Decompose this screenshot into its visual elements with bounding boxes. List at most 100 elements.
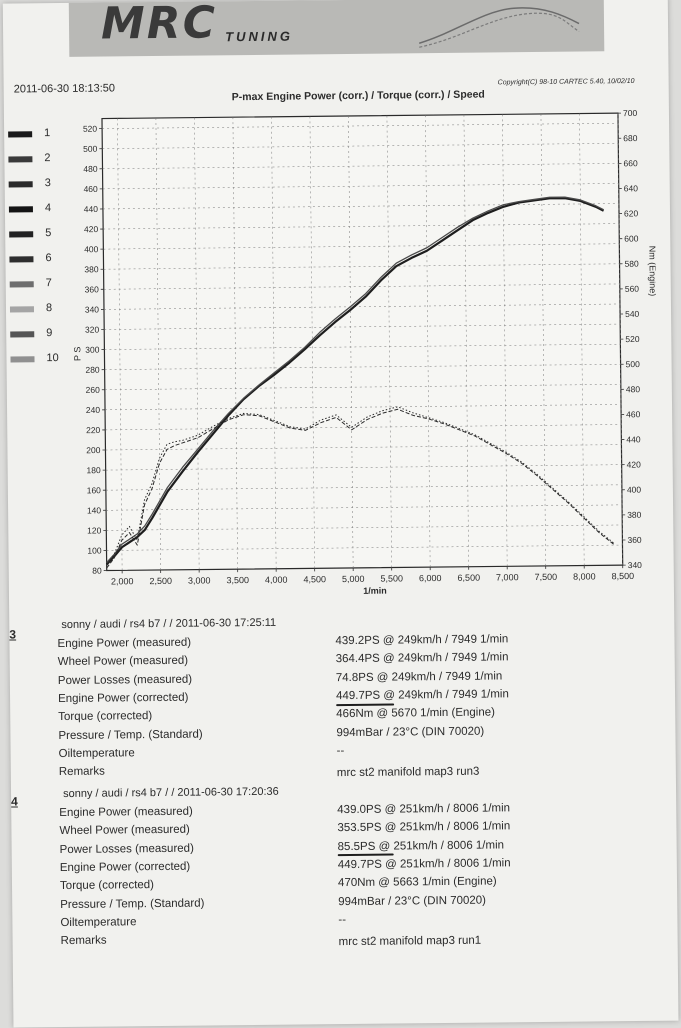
result-label: Power Losses (measured): [60, 842, 194, 855]
legend-swatch: [10, 281, 34, 287]
run-header: sonny / audi / rs4 b7 / / 2011-06-30 17:…: [61, 617, 276, 631]
y-tick-label: 160: [87, 485, 102, 495]
legend-label: 3: [45, 177, 51, 189]
result-value: 994mBar / 23°C (DIN 70020): [336, 725, 484, 739]
y2-tick-label: 560: [625, 284, 640, 294]
dyno-chart: 8010012014016018020022024026028030032034…: [64, 105, 659, 611]
result-value: 74.8PS @ 249km/h / 7949 1/min: [336, 670, 503, 684]
x-tick-label: 4,500: [303, 574, 326, 584]
y-tick-label: 480: [83, 164, 98, 174]
y-tick-label: 500: [83, 144, 98, 154]
plot-area: [102, 113, 623, 570]
y2-tick-label: 520: [625, 334, 640, 344]
legend-swatch: [10, 331, 34, 337]
y-tick-label: 520: [83, 124, 98, 134]
result-label: Remarks: [59, 766, 105, 778]
y-tick-label: 460: [83, 184, 98, 194]
y2-tick-label: 460: [626, 409, 641, 419]
logo-text: MRC: [101, 0, 217, 50]
result-value: 353.5PS @ 251km/h / 8006 1/min: [337, 821, 510, 835]
x-tick-label: 7,000: [496, 572, 519, 582]
y2-tick-label: 680: [623, 133, 638, 143]
copyright-notice: Copyright(C) 98-10 CARTEC 5.40, 10/02/10: [498, 78, 635, 86]
legend-label: 1: [44, 127, 50, 139]
logo-banner: MRC TUNING: [69, 0, 605, 57]
result-label: Wheel Power (measured): [59, 824, 190, 837]
y-tick-label: 140: [87, 505, 102, 515]
y-tick-label: 420: [84, 224, 99, 234]
result-label: Torque (corrected): [60, 879, 154, 892]
y-tick-label: 440: [84, 204, 99, 214]
y2-tick-label: 420: [627, 459, 642, 469]
result-label: Oiltemperature: [60, 916, 136, 929]
y2-tick-label: 640: [624, 183, 639, 193]
y-tick-label: 260: [86, 385, 101, 395]
legend-label: 2: [44, 152, 50, 164]
y-tick-label: 120: [87, 525, 102, 535]
result-value: mrc st2 manifold map3 run3: [337, 766, 480, 779]
result-value: 364.4PS @ 249km/h / 7949 1/min: [336, 652, 509, 666]
result-value: 470Nm @ 5663 1/min (Engine): [338, 876, 497, 890]
y2-tick-label: 400: [627, 485, 642, 495]
x-tick-label: 3,500: [226, 575, 249, 585]
y-tick-label: 240: [86, 405, 101, 415]
y-tick-label: 280: [85, 365, 100, 375]
legend-label: 4: [45, 202, 51, 214]
result-label: Pressure / Temp. (Standard): [60, 897, 204, 911]
x-tick-label: 8,500: [611, 571, 634, 581]
x-tick-label: 7,500: [534, 572, 557, 582]
y2-tick-label: 660: [623, 158, 638, 168]
y2-tick-label: 440: [626, 434, 641, 444]
result-label: Remarks: [61, 935, 107, 947]
legend-swatch: [9, 231, 33, 237]
result-value: mrc st2 manifold map3 run1: [339, 935, 482, 948]
y-tick-label: 220: [86, 425, 101, 435]
result-label: Oiltemperature: [59, 747, 135, 760]
y2-tick-label: 480: [626, 384, 641, 394]
result-value: 85.5PS @ 251km/h / 8006 1/min: [338, 839, 505, 853]
x-tick-label: 5,500: [380, 573, 403, 583]
y2-tick-label: 540: [625, 309, 640, 319]
result-value: --: [337, 745, 345, 757]
y2-tick-label: 340: [628, 560, 643, 570]
y2-tick-label: 620: [624, 208, 639, 218]
y-axis-label: P S: [72, 347, 82, 361]
y2-tick-label: 360: [627, 535, 642, 545]
legend-label: 8: [46, 302, 52, 314]
legend-label: 5: [45, 227, 51, 239]
y-tick-label: 400: [84, 244, 99, 254]
legend-label: 6: [45, 252, 51, 264]
result-label: Engine Power (measured): [57, 637, 191, 650]
print-timestamp: 2011-06-30 18:13:50: [14, 82, 115, 95]
run-number: 4: [11, 794, 18, 808]
result-value: 994mBar / 23°C (DIN 70020): [338, 894, 486, 908]
logo-graph-icon: [414, 2, 584, 50]
x-tick-label: 3,000: [188, 575, 211, 585]
y-tick-label: 200: [86, 445, 101, 455]
y2-tick-label: 380: [627, 510, 642, 520]
legend-swatch: [9, 206, 33, 212]
y2-tick-label: 500: [626, 359, 641, 369]
logo-subtext: TUNING: [225, 29, 293, 45]
y-tick-label: 80: [92, 566, 102, 576]
dyno-printout-page: MRC TUNING 2011-06-30 18:13:50 Copyright…: [3, 0, 679, 1028]
result-label: Engine Power (corrected): [60, 861, 191, 874]
result-value: --: [338, 914, 346, 926]
y2-tick-label: 580: [624, 259, 639, 269]
run-header: sonny / audi / rs4 b7 / / 2011-06-30 17:…: [63, 786, 279, 800]
x-tick-label: 2,500: [149, 576, 172, 586]
y-tick-label: 100: [87, 545, 102, 555]
result-label: Engine Power (corrected): [58, 692, 189, 705]
result-value: 449.7PS @ 249km/h / 7949 1/min: [336, 688, 509, 702]
result-value: 466Nm @ 5670 1/min (Engine): [336, 707, 495, 721]
legend-swatch: [8, 156, 32, 162]
x-tick-label: 5,000: [342, 574, 365, 584]
legend-label: 9: [46, 327, 52, 339]
x-tick-label: 8,000: [573, 571, 596, 581]
result-label: Power Losses (measured): [58, 673, 192, 686]
result-value: 449.7PS @ 251km/h / 8006 1/min: [338, 857, 511, 871]
legend-label: 10: [46, 352, 58, 364]
y-tick-label: 380: [84, 264, 99, 274]
run-block-3: 3 sonny / audi / rs4 b7 / / 2011-06-30 1…: [9, 613, 674, 620]
legend-swatch: [9, 181, 33, 187]
